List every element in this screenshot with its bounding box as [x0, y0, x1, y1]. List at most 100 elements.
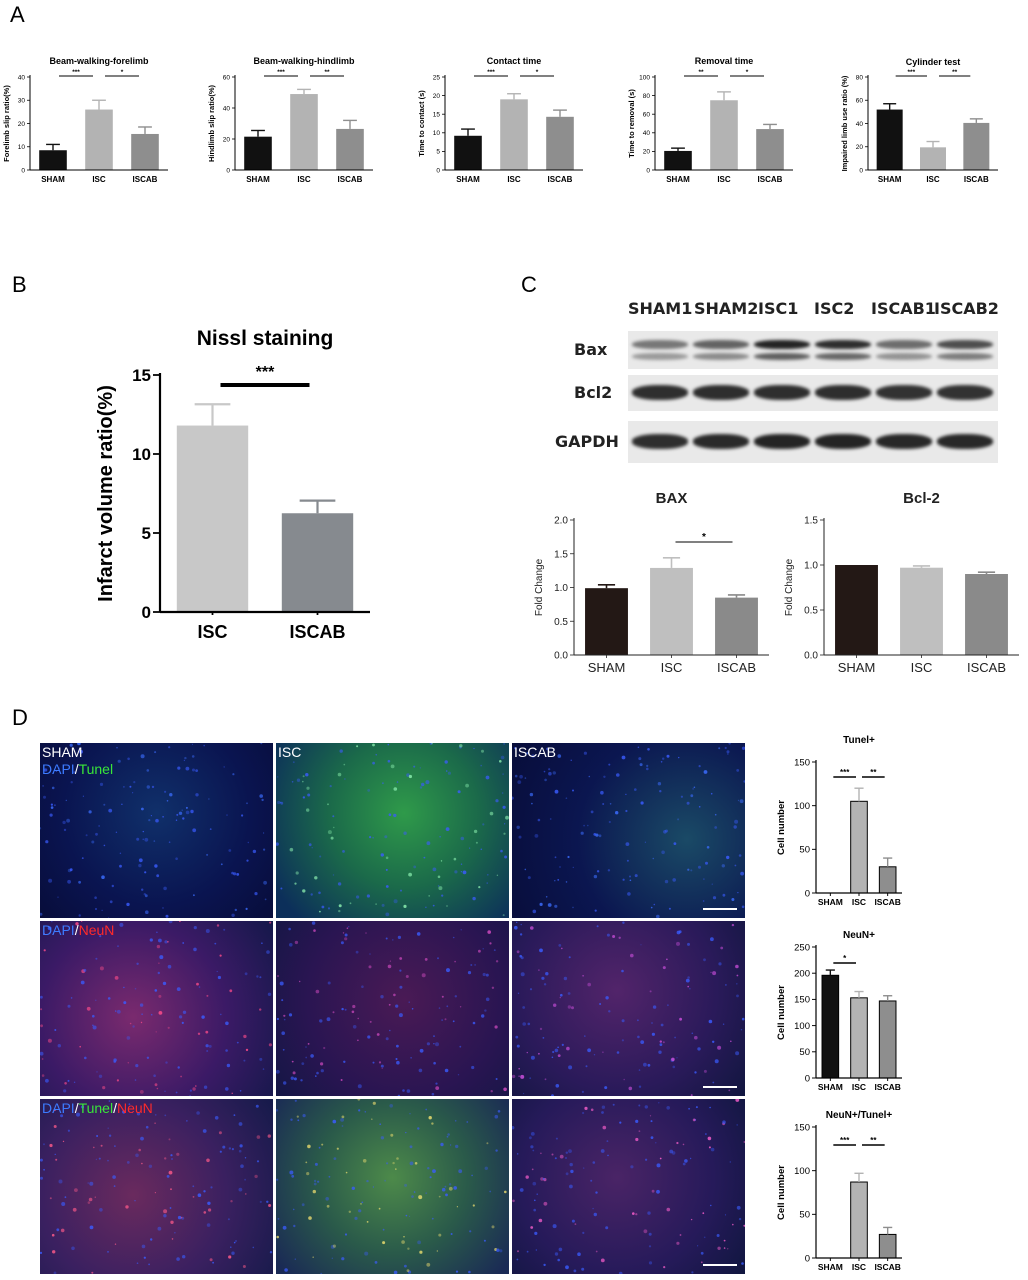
cell-nucleus	[168, 921, 173, 924]
cell-nucleus	[672, 1065, 676, 1069]
cell-nucleus	[615, 811, 619, 815]
cell-nucleus	[559, 1154, 564, 1159]
cell-nucleus	[109, 900, 113, 904]
cell-nucleus	[389, 1029, 391, 1032]
cell-nucleus	[590, 1179, 593, 1182]
significance-label: ***	[72, 69, 80, 76]
cell-nucleus	[355, 950, 359, 954]
cell-nucleus	[357, 1039, 359, 1042]
cell-nucleus	[625, 793, 627, 796]
cell-nucleus	[320, 1062, 324, 1066]
blot-band	[876, 353, 932, 360]
panel-letter-c: C	[521, 272, 537, 297]
cell-nucleus	[662, 966, 666, 970]
y-tick-label: 0	[859, 167, 863, 174]
significance-label: **	[952, 69, 958, 76]
cell-nucleus	[192, 1196, 195, 1198]
cell-nucleus	[177, 1066, 180, 1069]
cell-nucleus	[43, 795, 46, 799]
cell-nucleus	[170, 1188, 172, 1191]
cell-nucleus	[727, 1248, 729, 1250]
cell-nucleus	[362, 1159, 367, 1163]
cell-nucleus	[157, 1226, 162, 1231]
cell-nucleus	[205, 1030, 209, 1034]
cell-nucleus	[386, 1162, 389, 1165]
cell-nucleus	[107, 1159, 109, 1162]
cell-nucleus	[557, 754, 562, 758]
blot-band	[754, 434, 810, 449]
y-tick-label: 10	[18, 144, 26, 151]
micrograph-label: ISC	[278, 744, 301, 761]
cell-nucleus	[529, 1077, 532, 1080]
cell-nucleus	[712, 1040, 715, 1043]
cell-nucleus	[62, 820, 66, 825]
cell-nucleus	[411, 1195, 414, 1198]
cell-nucleus	[168, 1138, 171, 1141]
cell-nucleus	[267, 1134, 271, 1138]
cell-nucleus	[81, 921, 83, 922]
blot-band	[876, 385, 932, 400]
significance-label: *	[843, 954, 847, 963]
chart-bax-fold-change: BAX 0.0 0.5 1.0 1.5 2.0 SHAM ISC ISCAB Fold Chang…	[534, 490, 769, 675]
cell-nucleus	[690, 1094, 693, 1096]
cell-nucleus	[203, 1211, 207, 1214]
blot-band	[632, 434, 688, 449]
cell-nucleus	[635, 1119, 639, 1123]
cell-nucleus	[360, 1203, 362, 1205]
cell-nucleus	[280, 887, 283, 890]
cell-nucleus	[166, 1175, 170, 1178]
cell-nucleus	[736, 983, 738, 985]
micrograph-speckle	[40, 1100, 273, 1274]
cell-nucleus	[612, 935, 616, 938]
cell-nucleus	[694, 1071, 697, 1074]
cell-nucleus	[664, 879, 669, 884]
cell-nucleus	[649, 990, 652, 993]
cell-nucleus	[263, 880, 267, 885]
cell-nucleus	[714, 826, 718, 829]
cell-nucleus	[650, 1120, 653, 1123]
chart-title: Cylinder test	[906, 57, 961, 67]
cell-nucleus	[606, 933, 610, 937]
cell-nucleus	[98, 1074, 103, 1078]
cell-nucleus	[196, 982, 199, 986]
y-tick-label: 50	[799, 1210, 810, 1221]
stain-label: DAPI/NeuN	[42, 922, 114, 939]
cell-nucleus	[136, 837, 140, 841]
cell-nucleus	[452, 1020, 455, 1023]
cell-nucleus	[142, 830, 144, 833]
cell-nucleus	[225, 1087, 229, 1091]
cell-nucleus	[240, 1164, 244, 1168]
cell-nucleus	[145, 910, 149, 914]
cell-nucleus	[148, 1164, 153, 1168]
significance-label: **	[870, 1136, 877, 1145]
bar-sham	[664, 150, 692, 170]
cell-nucleus	[724, 746, 727, 750]
cell-nucleus	[295, 871, 299, 875]
cell-nucleus	[357, 1017, 359, 1020]
cell-nucleus	[593, 1054, 596, 1056]
cell-nucleus	[621, 969, 624, 973]
cell-nucleus	[156, 1087, 159, 1090]
cell-nucleus	[177, 766, 181, 770]
significance-label: **	[870, 768, 877, 777]
x-tick-label-sham: SHAM	[878, 175, 902, 184]
cell-nucleus	[640, 1040, 645, 1044]
cell-nucleus	[43, 1168, 45, 1171]
cell-nucleus	[284, 1268, 288, 1272]
y-tick-label: 5	[436, 149, 440, 156]
scale-bar	[703, 1264, 737, 1266]
cell-nucleus	[52, 1250, 56, 1254]
cell-nucleus	[323, 1046, 326, 1050]
cell-nucleus	[379, 1123, 381, 1125]
cell-nucleus	[554, 789, 559, 794]
cell-nucleus	[616, 773, 620, 777]
bar-iscab	[131, 133, 159, 170]
cell-nucleus	[439, 836, 441, 838]
cell-nucleus	[92, 1024, 94, 1027]
cell-nucleus	[67, 879, 71, 884]
cell-nucleus	[179, 921, 181, 923]
cell-nucleus	[705, 861, 708, 865]
cell-nucleus	[344, 1008, 347, 1011]
cell-nucleus	[448, 1186, 453, 1191]
micrograph-speckle	[512, 743, 745, 918]
